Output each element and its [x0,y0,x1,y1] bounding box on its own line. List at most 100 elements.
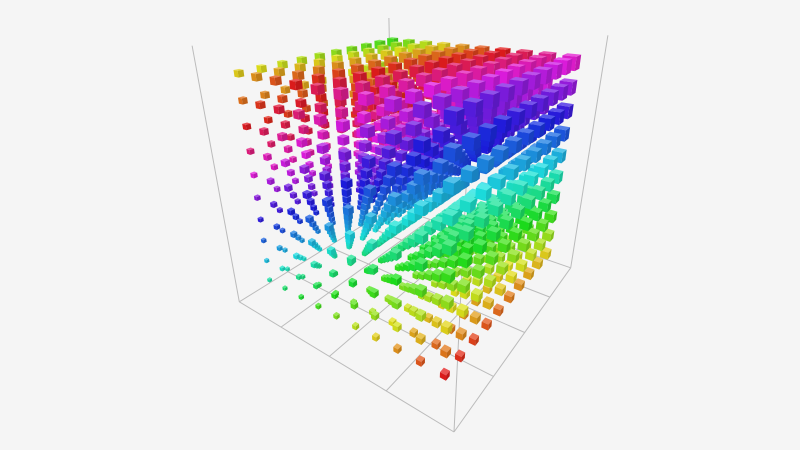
data-point-cube[interactable] [289,191,298,199]
data-point-cube[interactable] [260,237,267,244]
data-point-cube[interactable] [313,209,320,216]
data-point-cube[interactable] [295,273,302,281]
data-point-cube[interactable] [469,310,481,325]
data-point-cube[interactable] [317,129,329,140]
data-point-cube[interactable] [505,270,518,284]
data-point-cube[interactable] [294,62,306,73]
data-point-cube[interactable] [462,97,484,118]
data-point-cube[interactable] [307,182,316,191]
data-point-cube[interactable] [483,273,497,289]
data-point-cube[interactable] [273,67,286,77]
data-point-cube[interactable] [286,133,295,141]
data-point-cube[interactable] [494,282,507,297]
data-point-cube[interactable] [457,278,471,294]
data-point-cube[interactable] [267,277,273,283]
data-point-cube[interactable] [413,135,431,154]
data-point-cube[interactable] [443,105,465,127]
data-point-cube[interactable] [415,332,426,345]
data-point-cube[interactable] [276,244,283,252]
data-point-cube[interactable] [280,120,291,129]
data-point-cube[interactable] [391,297,402,310]
data-point-cube[interactable] [368,263,379,276]
data-point-cube[interactable] [384,95,402,113]
data-point-cube[interactable] [308,169,317,177]
data-point-cube[interactable] [382,173,396,187]
data-point-cube[interactable] [266,177,275,186]
data-point-cube[interactable] [331,290,339,300]
data-point-cube[interactable] [488,200,504,217]
data-point-cube[interactable] [293,252,300,260]
data-point-cube[interactable] [295,97,307,108]
data-point-cube[interactable] [277,131,288,142]
data-point-cube[interactable] [475,183,492,202]
data-point-cube[interactable] [513,278,525,292]
data-point-cube[interactable] [369,287,379,299]
data-point-cube[interactable] [313,113,327,126]
data-point-cube[interactable] [365,211,377,225]
data-point-cube[interactable] [315,302,322,310]
data-point-cube[interactable] [270,200,278,209]
data-point-cube[interactable] [263,115,273,124]
data-point-cube[interactable] [262,152,272,161]
data-point-cube[interactable] [458,224,475,242]
data-point-cube[interactable] [460,164,479,184]
data-point-cube[interactable] [298,293,305,300]
data-point-cube[interactable] [267,140,276,148]
data-point-cube[interactable] [476,154,495,173]
data-point-cube[interactable] [342,204,354,216]
data-point-cube[interactable] [412,100,432,120]
data-point-cube[interactable] [415,283,427,298]
data-point-cube[interactable] [333,86,349,101]
data-point-cube[interactable] [461,132,481,152]
data-point-cube[interactable] [233,68,245,78]
data-point-cube[interactable] [297,88,309,98]
data-point-cube[interactable] [269,75,282,86]
data-point-cube[interactable] [525,146,543,164]
data-point-cube[interactable] [344,229,356,241]
data-point-cube[interactable] [273,185,281,193]
data-point-cube[interactable] [431,292,443,307]
data-point-cube[interactable] [508,226,523,242]
data-point-cube[interactable] [486,225,501,242]
data-point-cube[interactable] [358,139,372,153]
data-point-cube[interactable] [443,142,463,162]
data-point-cube[interactable] [414,257,428,272]
data-point-cube[interactable] [313,282,320,290]
data-point-cube[interactable] [255,100,266,110]
data-point-cube[interactable] [321,196,333,208]
data-point-cube[interactable] [356,110,372,124]
data-point-cube[interactable] [432,126,451,144]
data-point-cube[interactable] [454,349,466,363]
data-point-cube[interactable] [406,151,422,167]
data-point-cube[interactable] [359,123,376,139]
data-point-cube[interactable] [296,137,308,148]
data-point-cube[interactable] [279,265,286,272]
data-point-cube[interactable] [282,285,288,291]
data-point-cube[interactable] [432,187,448,204]
data-point-cube[interactable] [431,338,441,350]
data-point-cube[interactable] [332,76,347,90]
data-point-cube[interactable] [413,168,430,186]
data-point-cube[interactable] [415,355,425,367]
data-point-cube[interactable] [399,108,415,123]
data-point-cube[interactable] [441,238,458,257]
data-point-cube[interactable] [459,195,477,214]
data-point-cube[interactable] [324,188,333,197]
data-point-cube[interactable] [526,227,540,242]
data-point-cube[interactable] [289,155,297,163]
data-point-cube[interactable] [363,184,377,198]
data-point-cube[interactable] [524,247,538,262]
data-point-cube[interactable] [398,77,415,93]
data-point-cube[interactable] [495,260,509,276]
data-point-cube[interactable] [280,158,291,168]
data-point-cube[interactable] [440,320,453,335]
data-point-cube[interactable] [246,147,255,156]
data-point-cube[interactable] [256,64,268,73]
data-point-cube[interactable] [290,230,298,239]
data-point-cube[interactable] [277,94,288,104]
data-point-cube[interactable] [392,321,402,333]
data-point-cube[interactable] [296,55,308,65]
data-point-cube[interactable] [338,148,352,162]
data-point-cube[interactable] [424,291,434,303]
